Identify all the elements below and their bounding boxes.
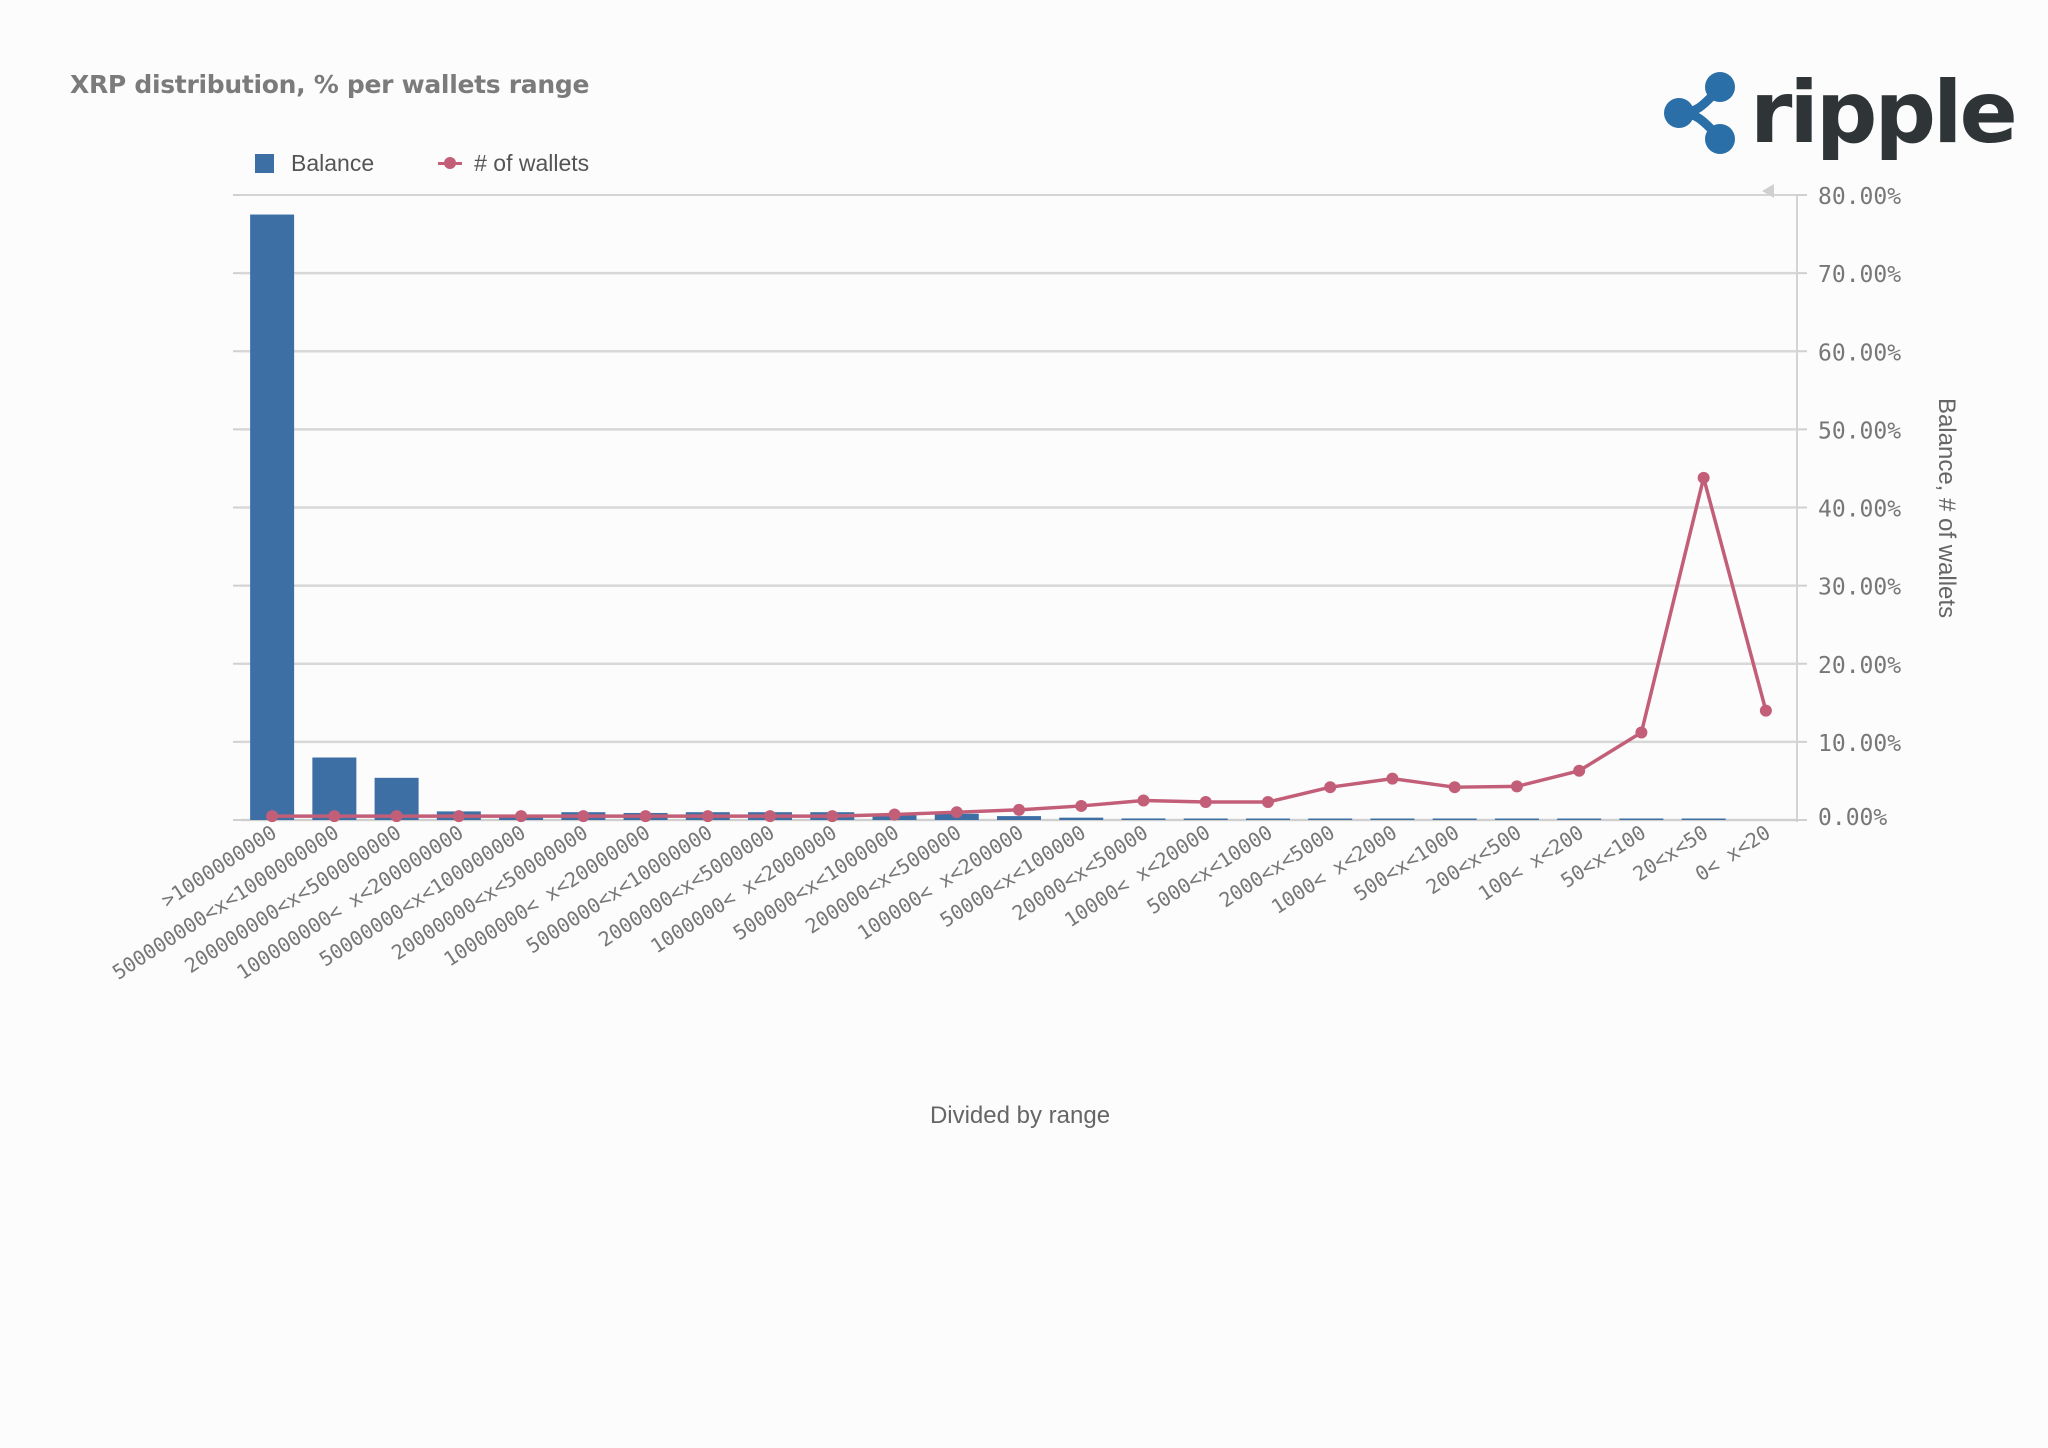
- point-wallets[interactable]: [452, 810, 465, 823]
- point-wallets[interactable]: [1573, 764, 1586, 777]
- legend-label-wallets: # of wallets: [474, 149, 590, 176]
- point-wallets[interactable]: [1697, 471, 1710, 484]
- point-wallets[interactable]: [1137, 794, 1150, 807]
- bar-balance[interactable]: [997, 816, 1041, 820]
- legend-swatch-balance: [255, 153, 274, 173]
- point-wallets[interactable]: [1199, 796, 1212, 809]
- bar-balance[interactable]: [1370, 818, 1415, 821]
- y-tick-label: 70.00%: [1818, 262, 1901, 288]
- ripple-logo-icon: [1664, 72, 1735, 154]
- y-tick-label: 10.00%: [1818, 731, 1901, 757]
- y-tick-label: 20.00%: [1818, 653, 1901, 679]
- logo-wordmark: ripple: [1750, 63, 2018, 163]
- chart-title: XRP distribution, % per wallets range: [70, 70, 590, 99]
- line-wallets: [272, 476, 1768, 818]
- balance-bars: [250, 214, 1726, 821]
- bar-balance[interactable]: [1681, 818, 1726, 821]
- bar-balance[interactable]: [1121, 818, 1166, 820]
- legend-item-balance[interactable]: Balance: [255, 150, 374, 177]
- y-tick-label: 50.00%: [1818, 418, 1901, 444]
- bar-balance[interactable]: [1308, 818, 1353, 821]
- point-wallets[interactable]: [701, 810, 714, 823]
- point-wallets[interactable]: [826, 810, 839, 823]
- gridlines: [233, 194, 1807, 822]
- bar-balance[interactable]: [1245, 818, 1290, 821]
- legend-swatch-wallets: [438, 154, 463, 173]
- point-wallets[interactable]: [515, 810, 528, 823]
- x-axis-title: Divided by range: [929, 1102, 1111, 1129]
- point-wallets[interactable]: [1448, 781, 1461, 794]
- point-wallets[interactable]: [1510, 780, 1523, 793]
- point-wallets[interactable]: [950, 806, 963, 819]
- bar-balance[interactable]: [1183, 818, 1228, 821]
- y-axis-ticks: 0.00% 10.00% 20.00% 30.00% 40.00% 50.00% 60.00…: [1818, 184, 1901, 831]
- bar-balance[interactable]: [1494, 818, 1539, 821]
- legend-item-wallets[interactable]: # of wallets: [438, 150, 589, 177]
- x-axis-ticks: >1000000000500000000<x<10000000002000000…: [108, 820, 1775, 984]
- point-wallets[interactable]: [328, 810, 341, 823]
- point-wallets[interactable]: [1013, 803, 1025, 816]
- bar-balance[interactable]: [1619, 818, 1664, 821]
- point-wallets[interactable]: [1075, 799, 1088, 812]
- point-wallets[interactable]: [888, 808, 901, 821]
- bar-balance[interactable]: [312, 757, 357, 821]
- chart-legend: Balance # of wallets: [255, 148, 653, 178]
- y-tick-label: 80.00%: [1818, 184, 1901, 210]
- bar-balance[interactable]: [1059, 817, 1104, 820]
- bar-balance[interactable]: [1432, 818, 1477, 821]
- point-wallets[interactable]: [266, 810, 279, 823]
- point-wallets[interactable]: [390, 810, 403, 823]
- point-wallets[interactable]: [1324, 781, 1337, 794]
- point-wallets[interactable]: [1386, 772, 1399, 785]
- bar-balance[interactable]: [250, 214, 295, 820]
- bar-balance[interactable]: [1557, 818, 1602, 821]
- y-tick-label: 0.00%: [1818, 805, 1887, 831]
- y-tick-label: 60.00%: [1818, 340, 1901, 366]
- point-wallets[interactable]: [1759, 704, 1772, 717]
- scroll-arrow-icon[interactable]: [1762, 184, 1774, 198]
- ripple-logo: ripple: [1660, 63, 2018, 163]
- y-tick-label: 40.00%: [1818, 497, 1901, 523]
- point-wallets[interactable]: [1635, 726, 1648, 739]
- point-wallets[interactable]: [577, 810, 590, 823]
- y-axis-title: Balance, # of wallets: [1933, 397, 1960, 619]
- legend-label-balance: Balance: [291, 149, 375, 176]
- point-wallets[interactable]: [1261, 796, 1274, 809]
- point-wallets[interactable]: [639, 810, 652, 823]
- wallets-line: [266, 471, 1772, 823]
- point-wallets[interactable]: [764, 810, 777, 823]
- y-tick-label: 30.00%: [1818, 575, 1901, 601]
